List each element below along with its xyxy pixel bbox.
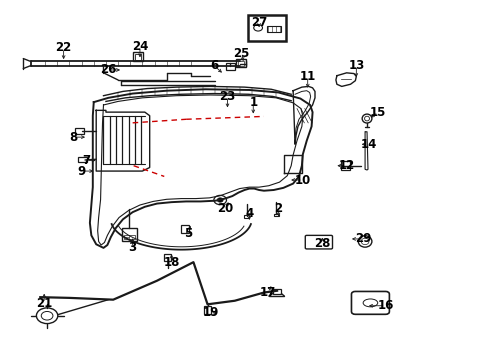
Text: 12: 12 (338, 159, 354, 172)
Text: 2: 2 (274, 202, 282, 215)
Text: 3: 3 (128, 241, 137, 255)
Bar (237, 61, 244, 66)
Text: 13: 13 (347, 59, 364, 72)
Text: 4: 4 (245, 207, 253, 220)
Ellipse shape (364, 116, 369, 121)
Ellipse shape (253, 24, 262, 31)
Bar (122, 228, 136, 241)
Circle shape (41, 311, 53, 320)
Bar (203, 306, 211, 314)
Circle shape (213, 195, 226, 204)
Bar (123, 235, 134, 239)
Bar (248, 15, 286, 41)
Bar (235, 59, 246, 67)
Text: 14: 14 (360, 138, 376, 151)
Text: 27: 27 (250, 16, 266, 29)
Bar (134, 54, 141, 60)
Bar (244, 215, 249, 217)
Bar (272, 289, 281, 294)
Text: 24: 24 (131, 40, 148, 53)
Text: 22: 22 (55, 41, 72, 54)
Bar (266, 26, 281, 32)
Text: 1: 1 (249, 96, 257, 109)
Text: 8: 8 (69, 131, 77, 144)
Text: 21: 21 (36, 297, 52, 310)
Bar (181, 225, 188, 233)
Text: 23: 23 (219, 90, 235, 103)
Bar (75, 128, 84, 134)
Bar (132, 52, 143, 61)
Text: 9: 9 (77, 165, 85, 177)
Text: 26: 26 (100, 63, 116, 76)
Text: 15: 15 (369, 105, 386, 119)
Text: 6: 6 (210, 59, 218, 72)
Text: 16: 16 (377, 299, 393, 312)
Bar (78, 157, 87, 162)
Bar (164, 253, 171, 261)
Circle shape (36, 308, 58, 324)
Text: 5: 5 (184, 227, 192, 240)
FancyBboxPatch shape (305, 235, 332, 249)
Text: 7: 7 (82, 154, 90, 167)
Bar (340, 161, 349, 170)
Text: 29: 29 (355, 233, 371, 246)
Bar (273, 213, 278, 216)
Text: 19: 19 (202, 306, 218, 319)
Circle shape (217, 198, 223, 202)
Ellipse shape (363, 299, 377, 307)
Ellipse shape (361, 238, 368, 245)
Text: 20: 20 (217, 202, 233, 215)
Text: 17: 17 (259, 286, 275, 299)
Ellipse shape (358, 236, 371, 247)
Text: 10: 10 (294, 174, 310, 186)
Bar (225, 63, 234, 70)
Text: 25: 25 (233, 47, 249, 60)
Text: 18: 18 (163, 256, 180, 269)
Text: 28: 28 (313, 237, 330, 250)
Text: 11: 11 (299, 70, 315, 83)
Ellipse shape (362, 114, 371, 123)
FancyBboxPatch shape (351, 292, 388, 314)
